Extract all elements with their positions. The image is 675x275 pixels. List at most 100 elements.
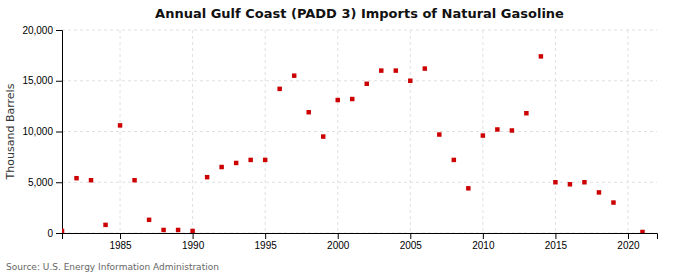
point xyxy=(335,98,339,102)
grid-line xyxy=(482,30,483,233)
x-axis: 1985 1990 1995 2000 2005 2010 2015 2020 xyxy=(63,233,658,251)
point xyxy=(321,134,325,138)
point xyxy=(118,123,122,127)
tick-label: 2005 xyxy=(400,240,423,251)
tick: 5,000 xyxy=(28,177,62,188)
grid-line xyxy=(627,30,628,233)
tick: 2005 xyxy=(400,233,423,251)
tick: 2020 xyxy=(617,233,640,251)
tick-label: 1985 xyxy=(109,240,132,251)
point xyxy=(89,178,93,182)
tick: 2015 xyxy=(545,233,568,251)
tick-label: 2020 xyxy=(617,240,640,251)
point xyxy=(365,82,369,86)
y-axis: 0 5,000 10,000 15,000 20,000 xyxy=(22,25,62,239)
tick-mark xyxy=(56,233,62,234)
tick: 2000 xyxy=(327,233,350,251)
point xyxy=(582,180,586,184)
tick-mark xyxy=(56,30,62,31)
tick: 15,000 xyxy=(22,75,62,86)
point xyxy=(597,190,601,194)
point xyxy=(539,54,543,58)
tick-label: 2000 xyxy=(327,240,350,251)
source-note: Source: U.S. Energy Information Administ… xyxy=(6,262,219,272)
tick-label: 1995 xyxy=(255,240,278,251)
tick-label: 2015 xyxy=(545,240,568,251)
y-axis-title: Thousand Barrels xyxy=(4,83,17,180)
point xyxy=(408,79,412,83)
point xyxy=(74,176,78,180)
grid-line xyxy=(192,30,193,233)
axis-line xyxy=(63,234,658,240)
tick-label: 5,000 xyxy=(28,177,53,188)
tick-label: 1990 xyxy=(182,240,205,251)
tick-mark xyxy=(56,182,62,183)
plot: 1985 1990 1995 2000 2005 2010 2015 2020 0 5,000 10… xyxy=(22,25,657,251)
tick-mark xyxy=(555,233,556,239)
points xyxy=(62,54,645,233)
tick-mark xyxy=(265,233,266,239)
point xyxy=(481,133,485,137)
point xyxy=(394,68,398,72)
point xyxy=(452,158,456,162)
grid-line xyxy=(62,30,657,31)
tick: 1985 xyxy=(109,233,132,251)
point xyxy=(379,68,383,72)
tick-mark xyxy=(410,233,411,239)
tick-mark xyxy=(338,233,339,239)
point xyxy=(176,228,180,232)
grid-line xyxy=(555,30,556,233)
point xyxy=(292,73,296,77)
tick-mark xyxy=(56,81,62,82)
tick: 10,000 xyxy=(22,126,62,137)
tick-label: 2010 xyxy=(472,240,495,251)
tick-mark xyxy=(56,132,62,133)
grid-line xyxy=(62,80,657,81)
tick-label: 15,000 xyxy=(22,75,53,86)
point xyxy=(524,111,528,115)
tick: 1995 xyxy=(255,233,278,251)
point xyxy=(219,165,223,169)
point xyxy=(306,110,310,114)
grid-line xyxy=(62,131,657,132)
point xyxy=(495,127,499,131)
tick: 0 xyxy=(47,228,62,239)
point xyxy=(62,229,64,233)
tick-mark xyxy=(120,233,121,239)
point xyxy=(640,230,644,233)
tick-label: 0 xyxy=(47,228,53,239)
point xyxy=(103,223,107,227)
point xyxy=(510,128,514,132)
point xyxy=(277,87,281,91)
point xyxy=(611,200,615,204)
grid xyxy=(62,30,657,233)
point xyxy=(147,218,151,222)
point xyxy=(568,182,572,186)
tick-label: 20,000 xyxy=(22,25,53,36)
axis-line xyxy=(56,31,63,234)
grid-line xyxy=(337,30,338,233)
tick-mark xyxy=(483,233,484,239)
grid-line xyxy=(265,30,266,233)
point xyxy=(553,180,557,184)
tick: 2010 xyxy=(472,233,495,251)
grid-line xyxy=(410,30,411,233)
point xyxy=(350,97,354,101)
point xyxy=(190,229,194,233)
title: Annual Gulf Coast (PADD 3) Imports of Na… xyxy=(155,6,564,21)
point xyxy=(248,158,252,162)
point xyxy=(161,228,165,232)
point xyxy=(132,178,136,182)
point xyxy=(234,161,238,165)
point xyxy=(423,66,427,70)
tick-mark xyxy=(628,233,629,239)
point xyxy=(263,158,267,162)
tick-mark xyxy=(193,233,194,239)
point xyxy=(466,186,470,190)
tick: 1990 xyxy=(182,233,205,251)
point xyxy=(437,132,441,136)
grid-line xyxy=(120,30,121,233)
chart: 1985 1990 1995 2000 2005 2010 2015 2020 0 5,000 10… xyxy=(0,0,675,275)
tick: 20,000 xyxy=(22,25,62,36)
point xyxy=(205,175,209,179)
